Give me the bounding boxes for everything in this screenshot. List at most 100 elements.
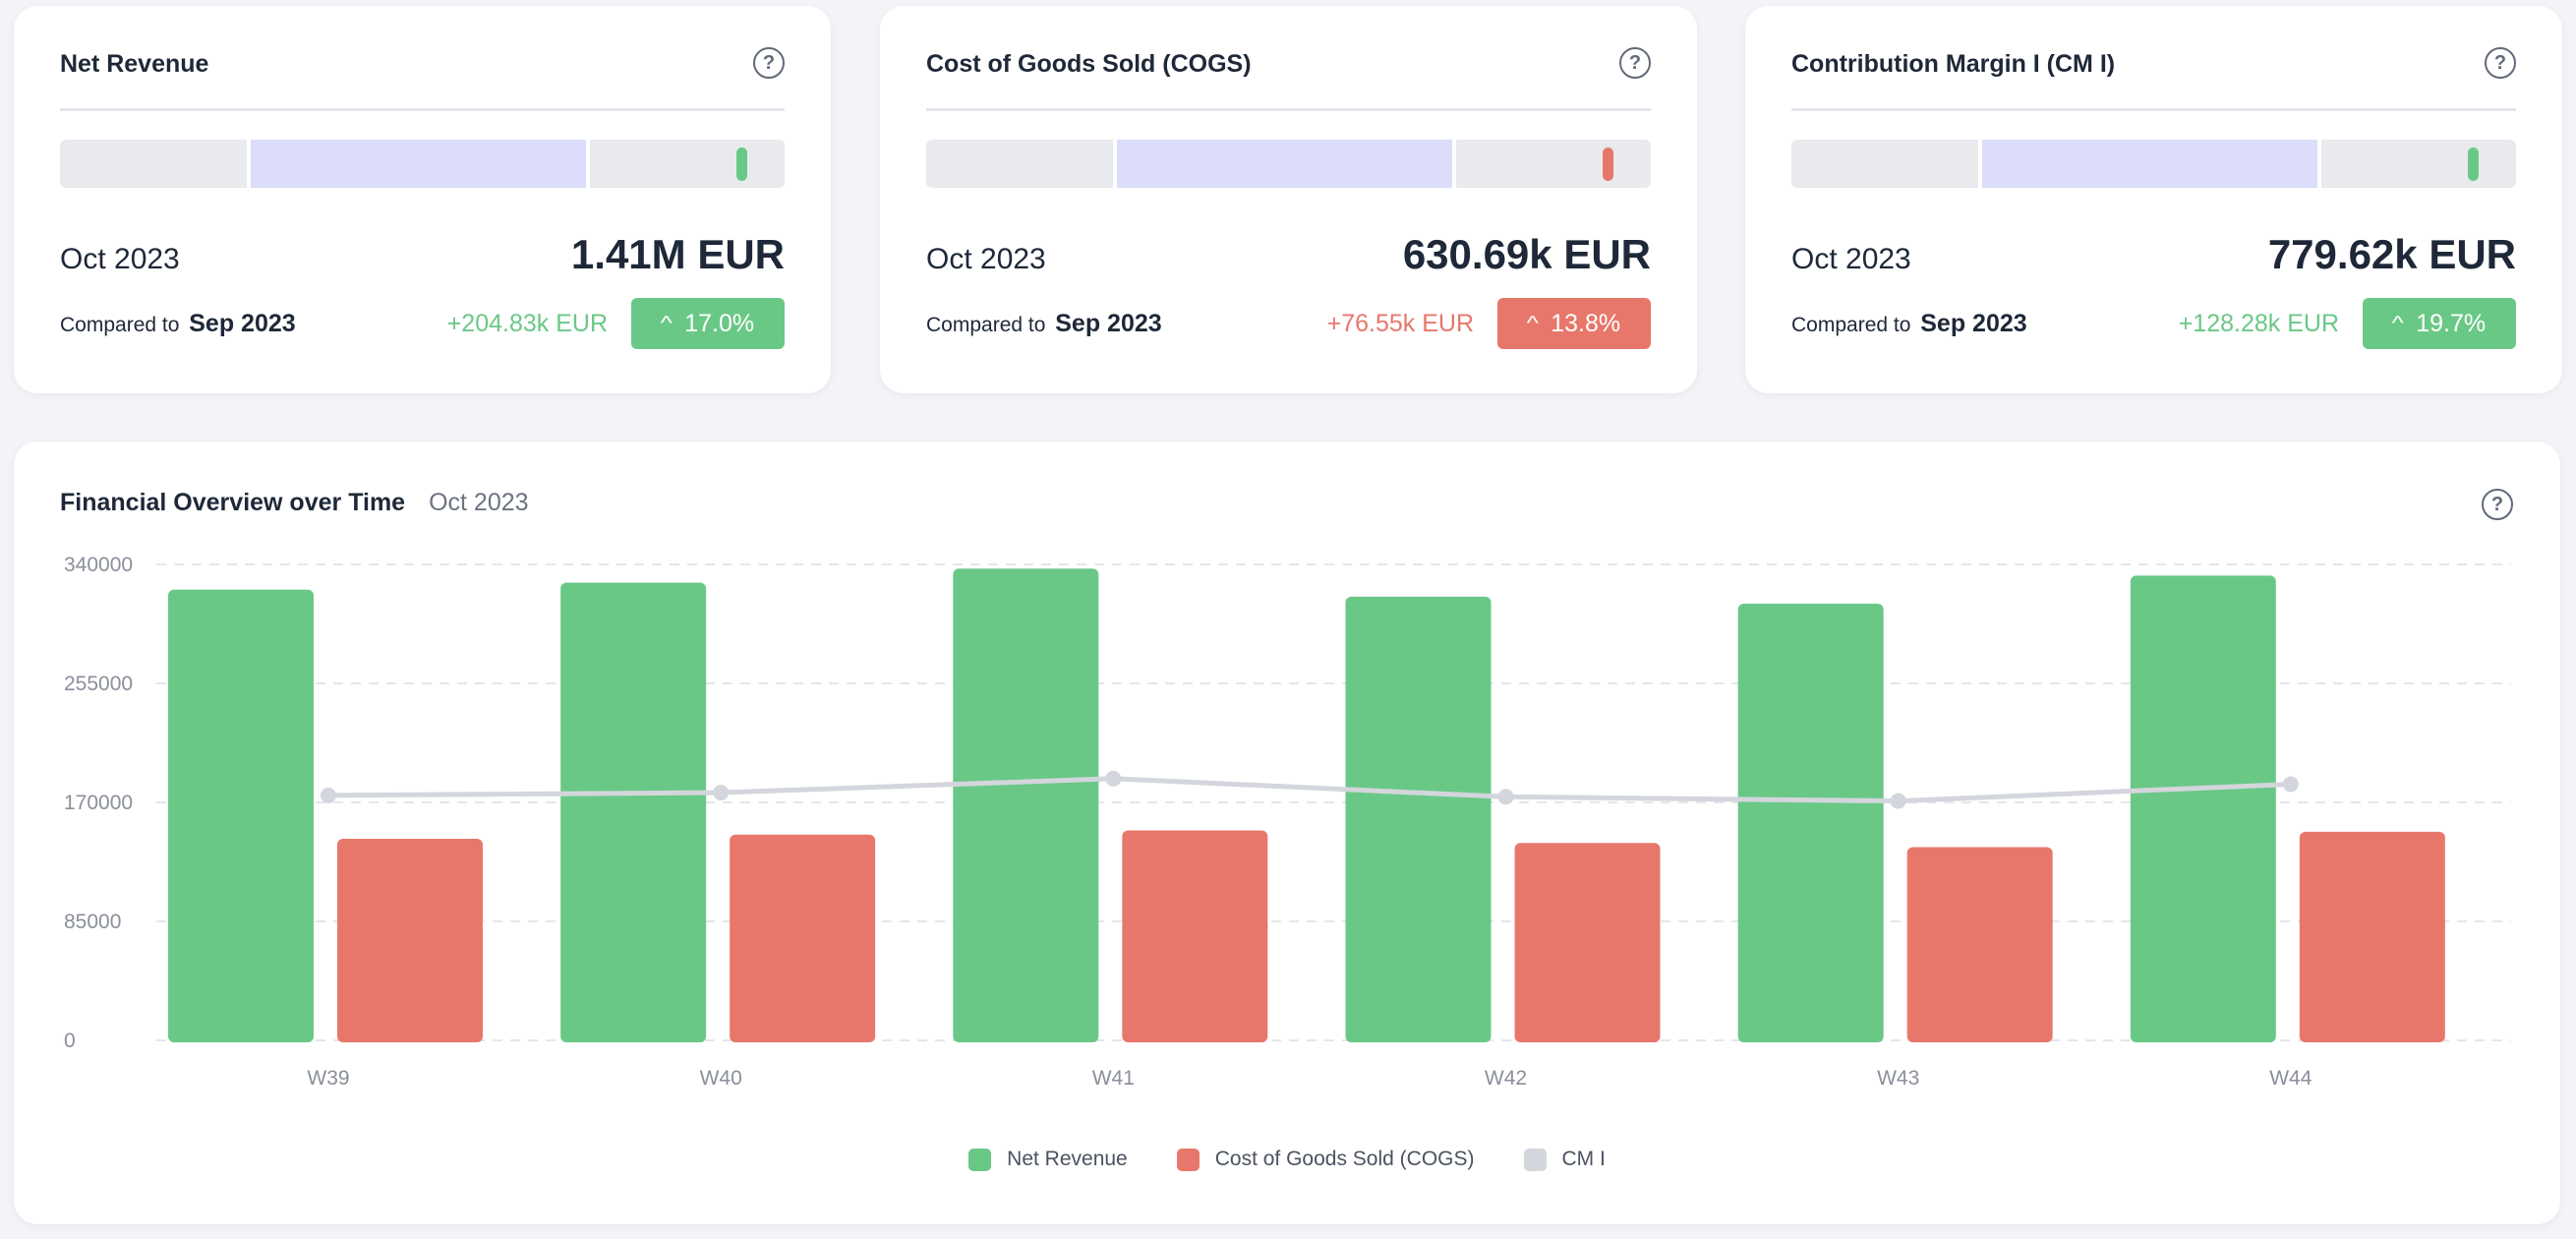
kpi-delta: +128.28k EUR — [2178, 309, 2339, 337]
change-percent: 17.0% — [684, 309, 755, 337]
y-tick-label: 340000 — [64, 554, 133, 576]
bar-net-revenue — [560, 582, 707, 1042]
kpi-header: Contribution Margin I (CM I) ? — [1791, 12, 2516, 111]
range-marker — [2467, 148, 2479, 181]
range-segment-high — [2321, 140, 2516, 188]
range-segment-mid — [251, 140, 586, 188]
kpi-header: Net Revenue ? — [60, 12, 785, 111]
compare-period: Sep 2023 — [1920, 309, 2027, 337]
x-tick-label: W43 — [1877, 1067, 1919, 1090]
question-circle-icon[interactable]: ? — [2482, 489, 2513, 520]
range-segment-high — [1456, 140, 1651, 188]
legend-label: Cost of Goods Sold (COGS) — [1214, 1148, 1475, 1170]
x-tick-label: W44 — [2269, 1067, 2313, 1090]
chevron-up-icon: ^ — [2391, 312, 2404, 334]
range-segment-low — [1791, 140, 1978, 188]
legend-item[interactable]: Cost of Goods Sold (COGS) — [1176, 1148, 1475, 1171]
point-cm-i — [321, 787, 336, 803]
bar-net-revenue — [1737, 603, 1884, 1042]
bar-cost-of-goods-sold-cogs — [730, 834, 876, 1042]
change-badge: ^ 17.0% — [631, 298, 785, 349]
chart-title: Financial Overview over Time — [60, 489, 406, 516]
bar-cost-of-goods-sold-cogs — [1514, 843, 1661, 1042]
chevron-up-icon: ^ — [1526, 312, 1539, 334]
chart-period: Oct 2023 — [429, 489, 529, 516]
point-cm-i — [1890, 793, 1906, 809]
compare-prefix: Compared to — [926, 313, 1046, 336]
change-badge: ^ 19.7% — [2363, 298, 2516, 349]
range-bar — [926, 140, 1651, 188]
point-cm-i — [1497, 789, 1514, 805]
x-tick-label: W39 — [307, 1067, 349, 1090]
kpi-compare: Compared to Sep 2023 — [60, 310, 296, 338]
bar-net-revenue — [953, 568, 1099, 1042]
legend-swatch — [1523, 1148, 1547, 1171]
kpi-title: Net Revenue — [60, 49, 209, 78]
point-cm-i — [1105, 770, 1122, 787]
legend-label: CM I — [1561, 1148, 1606, 1170]
change-badge: ^ 13.8% — [1497, 298, 1651, 349]
compare-period: Sep 2023 — [1055, 309, 1162, 337]
kpi-card-net-revenue: Net Revenue ? Oct 2023 1.41M EUR Compare… — [14, 6, 831, 393]
chart-header: Financial Overview over Time Oct 2023 — [60, 489, 529, 517]
range-segment-low — [60, 140, 247, 188]
kpi-compare: Compared to Sep 2023 — [1791, 310, 2027, 338]
legend-item[interactable]: Net Revenue — [968, 1148, 1128, 1171]
legend-label: Net Revenue — [1007, 1148, 1128, 1170]
kpi-value: 630.69k EUR — [1402, 231, 1651, 277]
kpi-title: Cost of Goods Sold (COGS) — [926, 49, 1252, 78]
change-percent: 19.7% — [2416, 309, 2487, 337]
kpi-compare: Compared to Sep 2023 — [926, 310, 1162, 338]
question-circle-icon[interactable]: ? — [2485, 47, 2516, 79]
compare-period: Sep 2023 — [189, 309, 296, 337]
legend-swatch — [1176, 1148, 1200, 1171]
range-segment-mid — [1982, 140, 2317, 188]
change-percent: 13.8% — [1551, 309, 1621, 337]
kpi-header: Cost of Goods Sold (COGS) ? — [926, 12, 1651, 111]
bar-cost-of-goods-sold-cogs — [1122, 830, 1268, 1042]
kpi-period: Oct 2023 — [60, 243, 180, 275]
chart-legend: Net Revenue Cost of Goods Sold (COGS) CM I — [14, 1148, 2560, 1171]
bar-cost-of-goods-sold-cogs — [337, 839, 483, 1042]
point-cm-i — [2282, 776, 2299, 793]
range-segment-mid — [1117, 140, 1452, 188]
kpi-card-cogs: Cost of Goods Sold (COGS) ? Oct 2023 630… — [880, 6, 1697, 393]
point-cm-i — [713, 785, 730, 801]
kpi-delta: +76.55k EUR — [1326, 309, 1474, 337]
kpi-card-cm1: Contribution Margin I (CM I) ? Oct 2023 … — [1745, 6, 2562, 393]
bar-net-revenue — [1345, 596, 1492, 1042]
y-tick-label: 170000 — [64, 792, 133, 814]
y-tick-label: 255000 — [64, 673, 133, 695]
bar-cost-of-goods-sold-cogs — [1906, 847, 2053, 1042]
kpi-period: Oct 2023 — [1791, 243, 1911, 275]
range-marker — [735, 148, 747, 181]
legend-swatch — [968, 1148, 992, 1171]
range-segment-low — [926, 140, 1113, 188]
question-circle-icon[interactable]: ? — [753, 47, 785, 79]
x-tick-label: W42 — [1485, 1067, 1527, 1090]
line-cm-i — [327, 776, 2291, 804]
range-segment-high — [590, 140, 785, 188]
kpi-title: Contribution Margin I (CM I) — [1791, 49, 2116, 78]
bar-cost-of-goods-sold-cogs — [2299, 831, 2445, 1042]
range-bar — [1791, 140, 2516, 188]
legend-item[interactable]: CM I — [1523, 1148, 1606, 1171]
bar-net-revenue — [2130, 575, 2276, 1042]
compare-prefix: Compared to — [1791, 313, 1911, 336]
range-marker — [1602, 148, 1613, 181]
range-bar — [60, 140, 785, 188]
financial-overview-card: 340000 255000 170000 85000 0 W39 W40 W41 W42 W43 W… — [14, 442, 2560, 1224]
kpi-value: 1.41M EUR — [570, 231, 785, 277]
y-tick-label: 85000 — [64, 911, 121, 933]
x-tick-label: W40 — [700, 1067, 742, 1090]
kpi-delta: +204.83k EUR — [446, 309, 608, 337]
bar-net-revenue — [168, 589, 314, 1042]
x-tick-label: W41 — [1092, 1067, 1135, 1090]
kpi-value: 779.62k EUR — [2267, 231, 2516, 277]
kpi-period: Oct 2023 — [926, 243, 1046, 275]
chevron-up-icon: ^ — [660, 312, 673, 334]
question-circle-icon[interactable]: ? — [1619, 47, 1651, 79]
compare-prefix: Compared to — [60, 313, 180, 336]
y-tick-label: 0 — [64, 1030, 76, 1052]
financial-overview-chart: 340000 255000 170000 85000 0 W39 W40 W41 W42 W43 W… — [64, 554, 2511, 1090]
